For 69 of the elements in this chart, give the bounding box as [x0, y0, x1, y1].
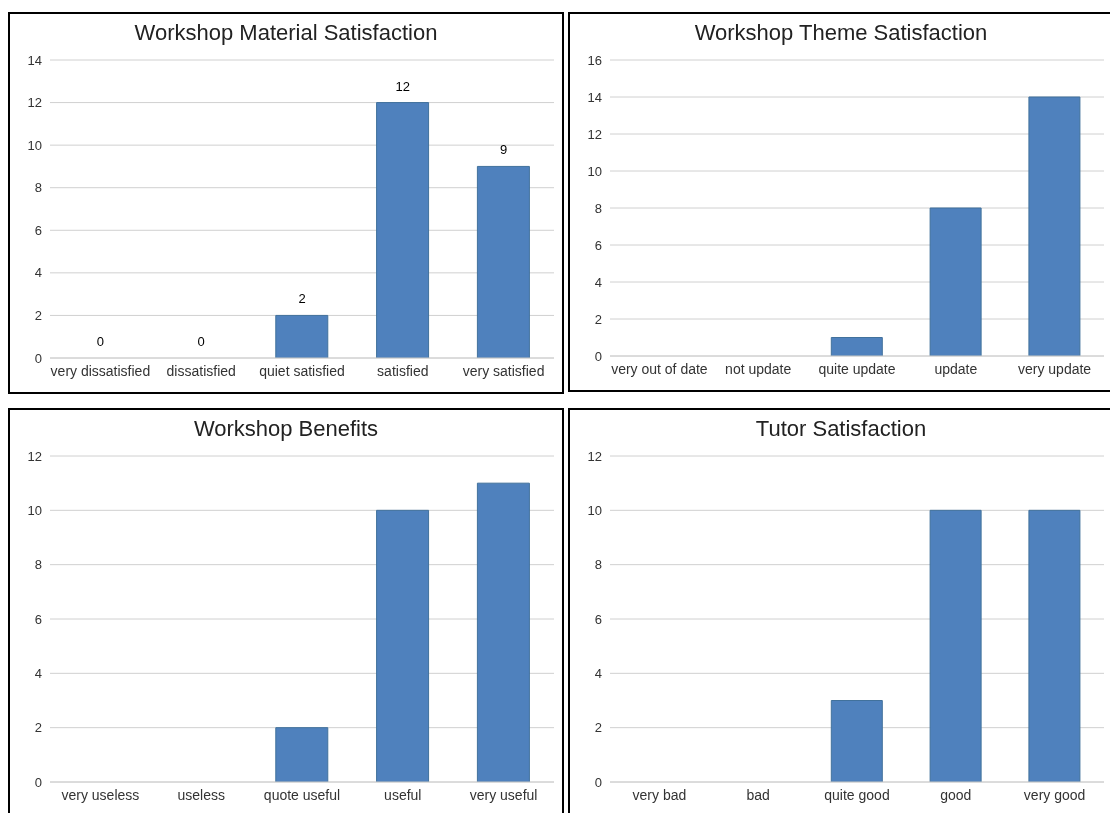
y-tick-label: 10	[27, 502, 42, 518]
y-tick-label: 14	[587, 89, 602, 105]
chart-title: Workshop Benefits	[192, 416, 380, 442]
y-tick-label: 12	[587, 448, 602, 464]
y-tick-label: 8	[34, 180, 42, 196]
x-tick-label: dissatisfied	[166, 362, 236, 379]
y-tick-label: 0	[34, 350, 42, 366]
x-tick-label: very useful	[469, 786, 538, 803]
x-tick-label: useful	[384, 786, 422, 803]
y-tick-label: 0	[594, 774, 602, 790]
x-tick-label: not update	[725, 360, 792, 377]
y-tick-label: 6	[34, 611, 42, 627]
y-tick-label: 6	[34, 222, 42, 238]
y-tick-label: 0	[34, 774, 42, 790]
x-tick-label: very update	[1018, 360, 1092, 377]
y-tick-label: 6	[594, 237, 602, 253]
y-tick-label: 8	[594, 557, 602, 573]
y-tick-label: 12	[27, 448, 42, 464]
x-tick-label: very bad	[632, 786, 687, 803]
data-label: 0	[197, 334, 205, 349]
x-tick-label: very useless	[61, 786, 140, 803]
x-tick-label: bad	[746, 786, 770, 803]
x-tick-label: update	[934, 360, 978, 377]
bar	[275, 314, 329, 358]
bar	[929, 207, 982, 356]
data-label: 0	[96, 334, 105, 349]
bar	[830, 337, 883, 356]
y-tick-label: 8	[34, 557, 42, 573]
x-tick-label: satisfied	[377, 362, 429, 379]
bar	[376, 509, 430, 782]
y-tick-label: 2	[594, 720, 602, 736]
y-tick-label: 4	[594, 274, 602, 290]
y-tick-label: 12	[27, 95, 42, 111]
x-tick-label: quote useful	[263, 786, 341, 803]
y-tick-label: 2	[594, 311, 602, 327]
bar	[476, 165, 530, 358]
y-tick-label: 8	[594, 200, 602, 216]
x-tick-label: quiet satisfied	[259, 362, 345, 379]
x-tick-label: very good	[1023, 786, 1086, 803]
y-tick-label: 14	[27, 52, 42, 68]
x-tick-label: quite good	[824, 786, 890, 803]
data-label: 12	[395, 78, 411, 94]
x-tick-label: good	[940, 786, 972, 803]
y-tick-label: 10	[587, 502, 602, 518]
x-tick-label: very satisfied	[462, 362, 545, 379]
x-tick-label: very dissatisfied	[50, 362, 151, 379]
bar	[376, 102, 430, 358]
y-tick-label: 0	[594, 348, 602, 364]
x-tick-label: very out of date	[611, 360, 708, 377]
chart-title: Workshop Material Satisfaction	[133, 20, 439, 46]
data-label: 2	[298, 291, 306, 307]
y-tick-label: 12	[587, 126, 602, 142]
x-tick-label: useless	[177, 786, 225, 803]
y-tick-label: 2	[34, 720, 42, 736]
y-tick-label: 10	[27, 137, 42, 153]
bar	[476, 482, 530, 782]
y-tick-label: 4	[34, 665, 42, 681]
y-tick-label: 6	[594, 611, 602, 627]
bar	[275, 727, 329, 782]
bar	[1028, 96, 1081, 356]
y-tick-label: 4	[34, 265, 42, 281]
y-tick-label: 10	[587, 163, 602, 179]
x-tick-label: quite update	[818, 360, 896, 377]
y-tick-label: 2	[34, 308, 42, 324]
chart-title: Tutor Satisfaction	[754, 416, 928, 442]
data-label: 9	[499, 142, 508, 158]
chart-title: Workshop Theme Satisfaction	[693, 20, 989, 46]
y-tick-label: 16	[587, 52, 602, 68]
y-tick-label: 4	[594, 665, 602, 681]
